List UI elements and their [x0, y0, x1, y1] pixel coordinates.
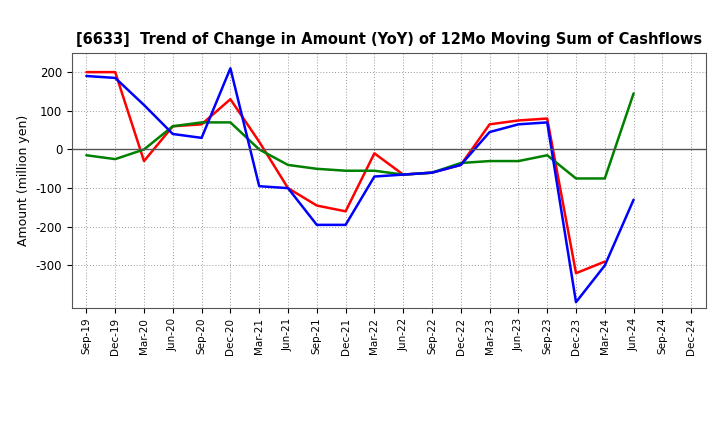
Operating Cashflow [140, 158, 148, 164]
Operating Cashflow [370, 150, 379, 156]
Investing Cashflow [82, 153, 91, 158]
Free Cashflow [111, 75, 120, 81]
Investing Cashflow [543, 153, 552, 158]
Operating Cashflow [255, 139, 264, 144]
Operating Cashflow [399, 172, 408, 177]
Operating Cashflow [543, 116, 552, 121]
Operating Cashflow [456, 162, 465, 168]
Investing Cashflow [197, 120, 206, 125]
Operating Cashflow [226, 96, 235, 102]
Free Cashflow [140, 103, 148, 108]
Free Cashflow [428, 170, 436, 175]
Free Cashflow [284, 186, 292, 191]
Y-axis label: Amount (million yen): Amount (million yen) [17, 115, 30, 246]
Investing Cashflow [600, 176, 609, 181]
Free Cashflow [514, 122, 523, 127]
Investing Cashflow [399, 172, 408, 177]
Free Cashflow [197, 135, 206, 140]
Investing Cashflow [284, 162, 292, 168]
Investing Cashflow [312, 166, 321, 172]
Operating Cashflow [312, 203, 321, 208]
Free Cashflow [341, 222, 350, 227]
Operating Cashflow [284, 186, 292, 191]
Investing Cashflow [514, 158, 523, 164]
Investing Cashflow [140, 147, 148, 152]
Free Cashflow [572, 300, 580, 305]
Operating Cashflow [168, 124, 177, 129]
Investing Cashflow [485, 158, 494, 164]
Operating Cashflow [341, 209, 350, 214]
Free Cashflow [226, 66, 235, 71]
Investing Cashflow [226, 120, 235, 125]
Investing Cashflow [456, 160, 465, 165]
Free Cashflow [543, 120, 552, 125]
Investing Cashflow [255, 147, 264, 152]
Operating Cashflow [572, 271, 580, 276]
Free Cashflow [485, 129, 494, 135]
Free Cashflow [456, 162, 465, 168]
Line: Investing Cashflow: Investing Cashflow [86, 93, 634, 179]
Operating Cashflow [82, 70, 91, 75]
Free Cashflow [168, 132, 177, 137]
Free Cashflow [370, 174, 379, 179]
Operating Cashflow [197, 122, 206, 127]
Free Cashflow [399, 172, 408, 177]
Free Cashflow [255, 183, 264, 189]
Investing Cashflow [168, 124, 177, 129]
Operating Cashflow [485, 122, 494, 127]
Investing Cashflow [629, 91, 638, 96]
Operating Cashflow [111, 70, 120, 75]
Line: Operating Cashflow: Operating Cashflow [86, 72, 605, 273]
Investing Cashflow [428, 170, 436, 175]
Free Cashflow [629, 197, 638, 202]
Investing Cashflow [341, 168, 350, 173]
Investing Cashflow [572, 176, 580, 181]
Title: [6633]  Trend of Change in Amount (YoY) of 12Mo Moving Sum of Cashflows: [6633] Trend of Change in Amount (YoY) o… [76, 33, 702, 48]
Operating Cashflow [428, 170, 436, 175]
Operating Cashflow [600, 259, 609, 264]
Line: Free Cashflow: Free Cashflow [86, 68, 634, 302]
Free Cashflow [312, 222, 321, 227]
Free Cashflow [600, 263, 609, 268]
Operating Cashflow [514, 118, 523, 123]
Investing Cashflow [370, 168, 379, 173]
Investing Cashflow [111, 157, 120, 162]
Free Cashflow [82, 73, 91, 79]
